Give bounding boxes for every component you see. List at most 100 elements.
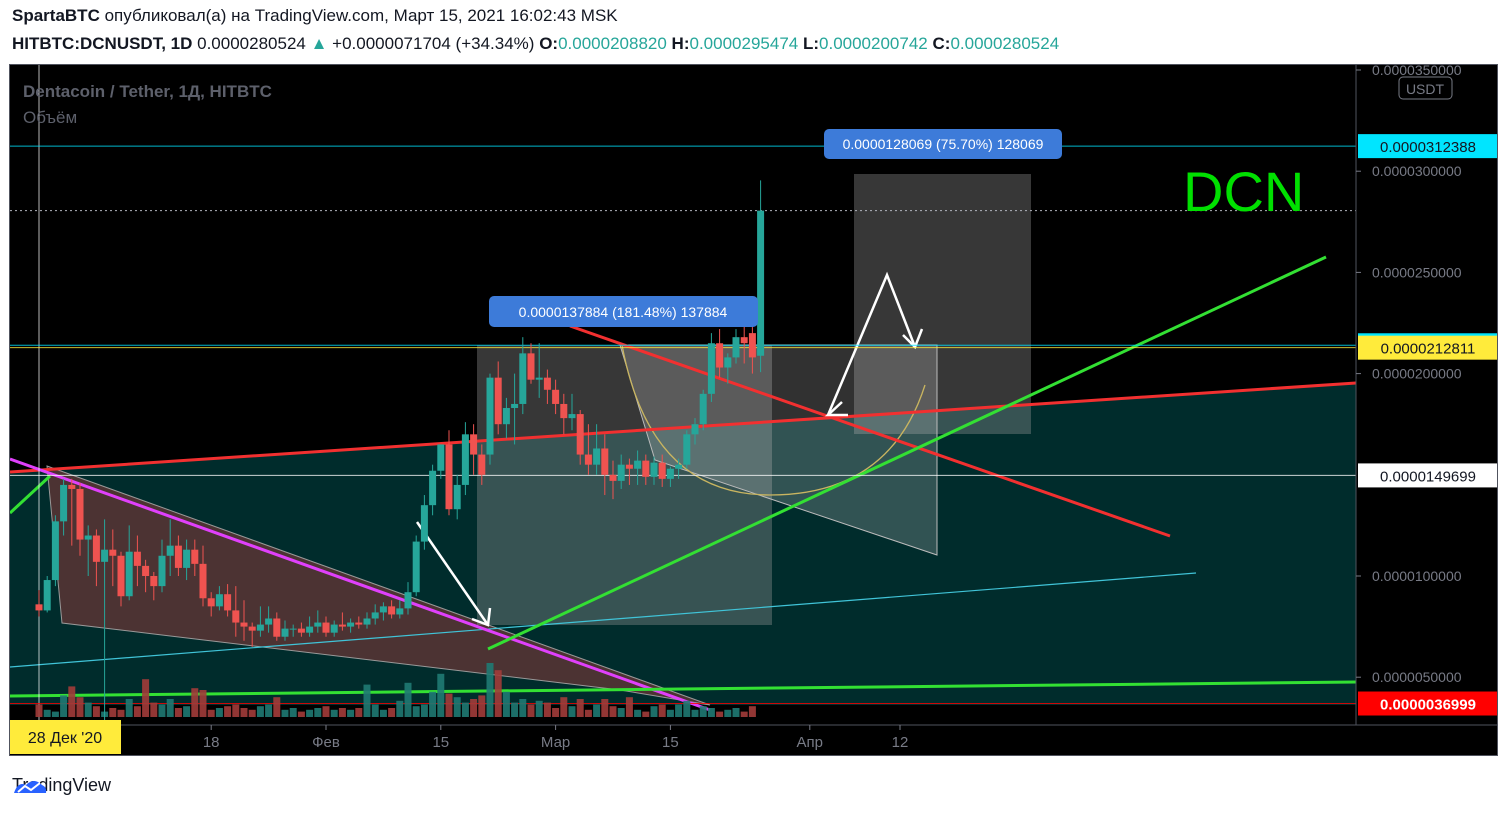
arrow-1 [415, 521, 492, 627]
volume-bar [707, 708, 715, 717]
low-label: L: [802, 34, 820, 53]
time-tick-label: 18 [203, 734, 220, 751]
candle [658, 454, 666, 487]
volume-bar [232, 704, 240, 717]
time-axis: 18 Фев 15 Мар 15 Апр 12 [10, 724, 1497, 755]
price-axis-bg [1356, 65, 1497, 725]
volume-bar [322, 706, 330, 717]
candle [748, 327, 756, 374]
candle-body [306, 626, 314, 633]
currency-badge[interactable]: USDT [1398, 76, 1453, 100]
candle [453, 474, 461, 520]
open-label: O: [539, 34, 559, 53]
volume-bar [404, 682, 412, 717]
volume-bar [683, 700, 691, 717]
candle-body [404, 592, 412, 609]
volume-bar [429, 691, 437, 717]
candle-body [174, 545, 182, 568]
candle [273, 612, 281, 641]
candle-body [109, 549, 117, 556]
volume-bar [207, 709, 215, 717]
candle-body [461, 434, 469, 485]
symbol-header: HITBTC:DCNUSDT, 1D 0.0000280524 ▲ +0.000… [12, 34, 1059, 54]
volume-bar [224, 706, 232, 717]
volume-bar [199, 690, 207, 717]
time-tick-label: 12 [892, 734, 909, 751]
candle [297, 622, 305, 637]
candle [347, 618, 355, 633]
volume-bar [748, 706, 756, 717]
candle [404, 582, 412, 615]
candle-body [256, 624, 264, 631]
candle-body [338, 624, 346, 627]
volume-bar [142, 679, 150, 717]
volume-bar [461, 702, 469, 717]
candle [683, 430, 691, 469]
author-name[interactable]: SpartaBTC [12, 6, 100, 25]
chart-canvas[interactable]: 0.0000050000 0.0000100000 0.0000200000 0.00… [10, 65, 1498, 756]
candle [101, 519, 109, 725]
candle [552, 379, 560, 415]
up-arrow-icon: ▲ [310, 34, 328, 53]
candle [535, 343, 543, 398]
candle-body [347, 622, 355, 627]
volume-bars [35, 663, 756, 717]
publish-header: SpartaBTC опубликовал(а) на TradingView.… [12, 6, 618, 26]
volume-bar [740, 711, 748, 717]
candle [593, 424, 601, 475]
candle-body [355, 622, 363, 625]
volume-bar [732, 708, 740, 717]
candle [396, 600, 404, 619]
price-tick-label: 0.0000300000 [1372, 163, 1462, 179]
candle [363, 612, 371, 629]
candle-body [568, 414, 576, 419]
level-label: 0.0000312388 [1380, 139, 1476, 156]
high-label: H: [671, 34, 690, 53]
candle-body [240, 622, 248, 627]
price-tick-label: 0.0000250000 [1372, 264, 1462, 280]
candles [35, 180, 765, 725]
volume-bar [68, 686, 76, 717]
chart-frame[interactable]: 0.0000050000 0.0000100000 0.0000200000 0.00… [9, 64, 1498, 756]
time-tick-label: Мар [541, 734, 570, 751]
volume-bar [568, 706, 576, 717]
volume-bar [166, 699, 174, 717]
candle-body [642, 460, 650, 477]
volume-bar [576, 699, 584, 717]
candle [191, 539, 199, 576]
candle-body [133, 551, 141, 566]
volume-bar [617, 708, 625, 717]
candle-body [617, 464, 625, 481]
tradingview-logo-icon [14, 781, 47, 793]
price-axis: 0.0000050000 0.0000100000 0.0000200000 0.00… [1355, 65, 1497, 755]
volume-bar [658, 704, 666, 717]
candle [60, 478, 68, 536]
candle [666, 466, 674, 487]
candle [576, 410, 584, 465]
magenta-downtrend-line [10, 457, 711, 712]
candle [429, 464, 437, 516]
candle [740, 323, 748, 364]
candle [511, 373, 519, 445]
candle [133, 535, 141, 587]
candle [338, 612, 346, 631]
candle [117, 551, 125, 607]
candle-body [273, 618, 281, 637]
price-change: +0.0000071704 (+34.34%) [332, 34, 535, 53]
volume-bar [117, 709, 125, 717]
candle-body [363, 618, 371, 625]
candle [330, 620, 338, 637]
candle [757, 180, 765, 373]
candle [207, 592, 215, 617]
candle-body [76, 488, 84, 540]
candle-body [232, 610, 240, 623]
price-tick-label: 0.0000350000 [1372, 65, 1462, 78]
candle [150, 571, 158, 601]
date-highlight-label: 28 Дек '20 [28, 730, 102, 747]
volume-label: Объём [23, 108, 77, 127]
volume-bar [265, 704, 273, 717]
candle-body [584, 454, 592, 465]
candle-body [429, 470, 437, 506]
candle-body [634, 460, 642, 469]
candle [494, 361, 502, 435]
